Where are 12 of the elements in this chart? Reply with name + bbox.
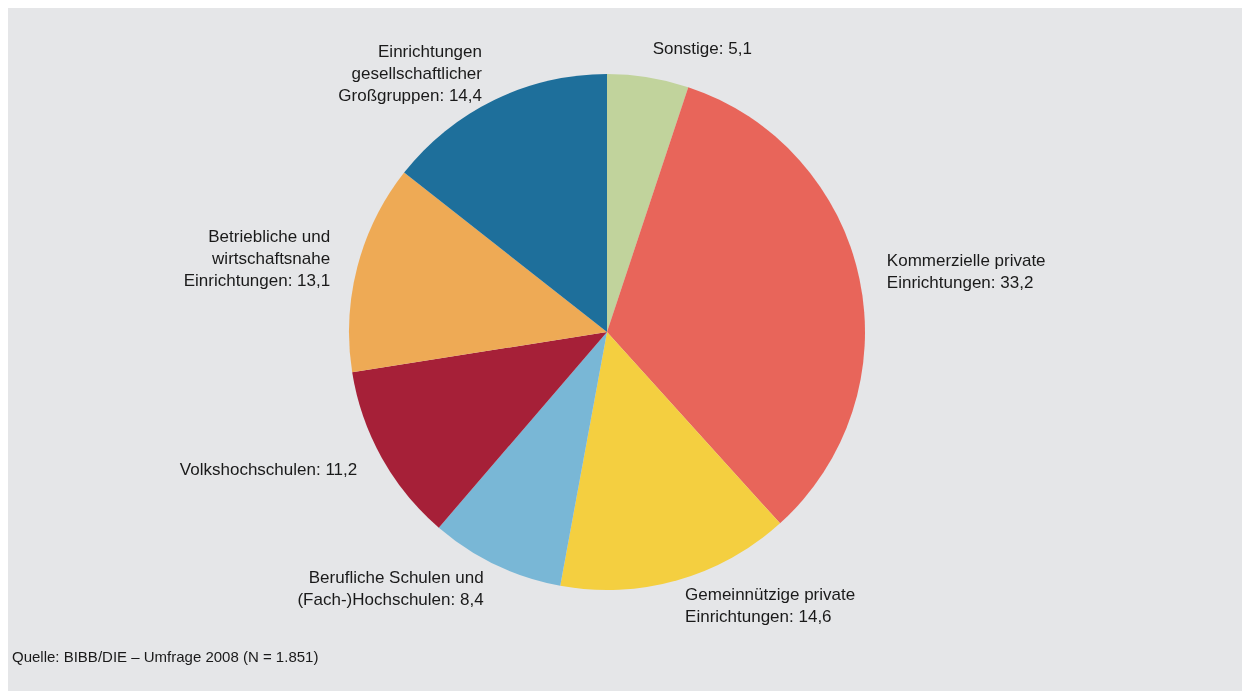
slice-label: Volkshochschulen: 11,2 [179,460,358,480]
pie-slice [560,332,781,590]
pie-slice [607,87,865,524]
source-note: Quelle: BIBB/DIE – Umfrage 2008 (N = 1.851) [12,648,319,665]
slice-label: Gemeinnützige private Einrichtungen: 14,6 [685,585,856,627]
slice-label: Kommerzielle private Einrichtungen: 33,2 [886,251,1046,293]
slice-label: Betriebliche und wirtschaftsnahe Einrichtungen: 13,1 [183,227,331,291]
slice-label: Sonstige: 5,1 [652,39,752,59]
slice-label: Berufliche Schulen und (Fach-)Hochschulen: 8,4 [297,568,484,610]
slice-label: Einrichtungen gesellschaftlicher Großgruppen: 14,4 [338,42,483,106]
pie-slice [349,172,607,373]
pie-slice [607,74,689,332]
